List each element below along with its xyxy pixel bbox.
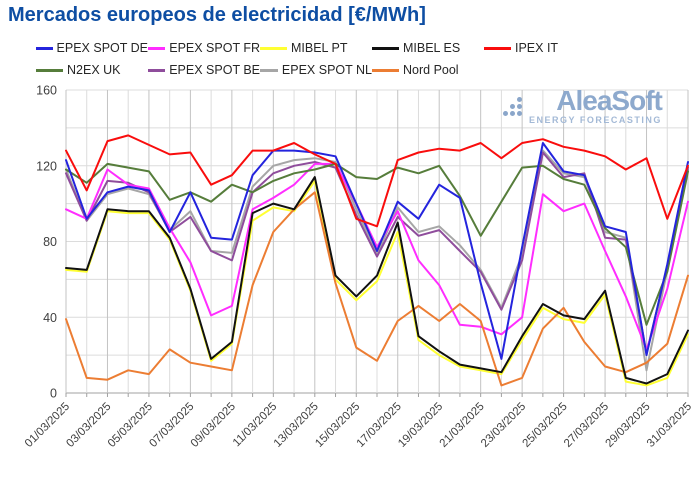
legend-item-mibel-es: MIBEL ES: [372, 41, 484, 55]
legend-swatch-epex-spot-be: [148, 68, 166, 72]
x-axis-label: 09/03/2025: [189, 401, 238, 450]
aleasoft-logo: AleaSoft ENERGY FORECASTING: [503, 85, 663, 125]
legend-item-epex-spot-fr: EPEX SPOT FR: [148, 41, 260, 55]
legend-label: N2EX UK: [67, 63, 121, 77]
legend-swatch-mibel-pt: [260, 46, 287, 50]
aleasoft-logo-dots-icon: [503, 95, 524, 125]
legend-swatch-epex-spot-nl: [260, 68, 278, 72]
aleasoft-logo-name: AleaSoft: [556, 85, 663, 116]
legend-label: EPEX SPOT NL: [281, 63, 372, 77]
legend-swatch-epex-spot-fr: [148, 46, 166, 50]
legend-item-nord-pool: Nord Pool: [372, 63, 484, 77]
legend-item-epex-spot-de: EPEX SPOT DE: [36, 41, 148, 55]
aleasoft-logo-tagline: ENERGY FORECASTING: [529, 115, 662, 125]
legend-swatch-n2ex-uk: [36, 68, 63, 72]
series-line-epex-spot-fr: [65, 162, 689, 351]
legend-item-epex-spot-nl: EPEX SPOT NL: [260, 63, 372, 77]
series-line-mibel-es: [65, 176, 689, 385]
legend-item-n2ex-uk: N2EX UK: [36, 63, 148, 77]
series-line-ipex-it: [65, 134, 689, 228]
y-axis-label: 0: [50, 387, 57, 401]
legend-swatch-epex-spot-de: [36, 46, 53, 50]
legend-label: EPEX SPOT DE: [56, 41, 148, 55]
legend-label: IPEX IT: [515, 41, 559, 55]
legend-swatch-nord-pool: [372, 68, 399, 72]
legend-swatch-ipex-it: [484, 46, 511, 50]
legend-item-ipex-it: IPEX IT: [484, 41, 596, 55]
chart-title: Mercados europeos de electricidad [€/MWh…: [8, 4, 426, 26]
y-axis-label: 40: [43, 311, 57, 325]
chart-legend: EPEX SPOT DE EPEX SPOT FR MIBEL PT MIBEL ES…: [36, 37, 676, 81]
legend-label: EPEX SPOT BE: [169, 63, 260, 77]
series-line-epex-spot-de: [65, 142, 689, 360]
y-axis-label: 120: [36, 159, 57, 173]
legend-label: EPEX SPOT FR: [169, 41, 260, 55]
y-axis-label: 160: [36, 84, 57, 98]
series-line-n2ex-uk: [65, 162, 689, 326]
legend-item-mibel-pt: MIBEL PT: [260, 41, 372, 55]
legend-row: EPEX SPOT DE EPEX SPOT FR MIBEL PT MIBEL ES…: [36, 37, 676, 59]
series-line-nord-pool: [65, 191, 689, 387]
legend-item-epex-spot-be: EPEX SPOT BE: [148, 63, 260, 77]
legend-swatch-mibel-es: [372, 46, 399, 50]
x-axis-label: 31/03/2025: [645, 401, 694, 450]
y-axis-label: 80: [43, 235, 57, 249]
legend-label: Nord Pool: [403, 63, 459, 77]
legend-label: MIBEL PT: [291, 41, 348, 55]
legend-row: N2EX UK EPEX SPOT BE EPEX SPOT NL Nord Pool: [36, 59, 676, 81]
legend-label: MIBEL ES: [403, 41, 461, 55]
